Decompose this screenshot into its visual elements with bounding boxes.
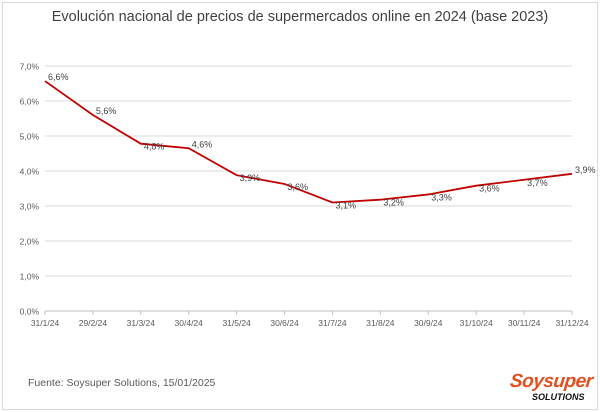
x-tick-label: 30/11/24 [508,318,541,328]
source-note: Fuente: Soysuper Solutions, 15/01/2025 [28,377,216,389]
y-tick-label: 0,0% [20,307,40,317]
x-tick-label: 31/7/24 [318,318,347,328]
x-tick-label: 31/3/24 [127,318,156,328]
logo-text-bottom: SOLUTIONS [532,392,585,402]
y-tick-label: 1,0% [20,272,40,282]
data-label: 3,9% [240,173,261,183]
series-line [44,80,573,204]
x-tick-label: 31/1/24 [31,318,60,328]
data-label: 5,6% [96,106,117,116]
x-tick-label: 29/2/24 [79,318,108,328]
y-tick-label: 3,0% [20,202,40,212]
data-label: 3,9% [575,165,596,175]
data-label: 6,6% [48,72,69,82]
x-tick-label: 31/5/24 [222,318,251,328]
x-tick-label: 30/6/24 [270,318,299,328]
x-tick-label: 31/12/24 [555,318,588,328]
soysuper-logo: Soysuper SOLUTIONS [509,371,594,407]
y-tick-label: 7,0% [20,62,40,72]
data-label: 3,6% [479,184,500,194]
data-label: 3,3% [431,192,452,202]
logo-text-top: Soysuper [508,371,594,392]
x-tick-label: 30/9/24 [414,318,443,328]
data-label: 3,6% [288,182,309,192]
data-label: 4,6% [192,139,213,149]
data-label: 3,7% [527,178,548,188]
y-tick-label: 6,0% [20,97,40,107]
y-tick-label: 4,0% [20,167,40,177]
data-label: 3,1% [335,201,356,211]
data-label: 4,8% [144,142,165,152]
x-tick-label: 30/4/24 [175,318,204,328]
x-tick-label: 31/10/24 [460,318,493,328]
data-label: 3,2% [383,198,404,208]
y-tick-label: 2,0% [20,237,40,247]
chart-title: Evolución nacional de precios de superme… [51,9,549,25]
y-tick-label: 5,0% [20,132,40,142]
x-tick-label: 31/8/24 [366,318,395,328]
